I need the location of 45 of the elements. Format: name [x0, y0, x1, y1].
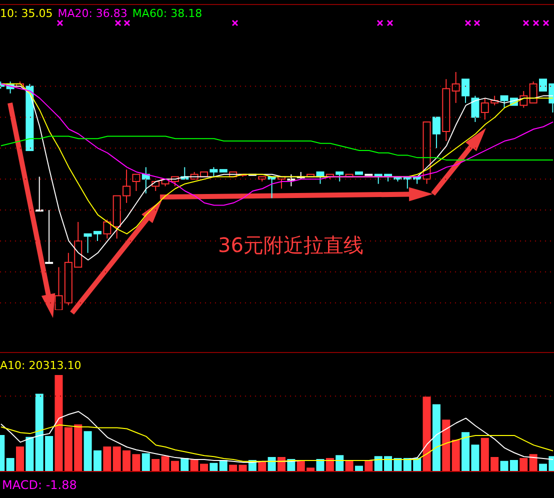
bar: [452, 440, 460, 471]
bar: [103, 446, 112, 471]
candlestick: [103, 219, 112, 240]
bar: [152, 458, 160, 471]
candlestick: [287, 174, 296, 187]
bar: [142, 453, 150, 471]
bar: [442, 420, 450, 471]
bar: [278, 457, 286, 471]
candlestick: [529, 81, 538, 104]
bar: [180, 458, 189, 471]
bar: [258, 462, 266, 471]
text: MA60: 38.18: [132, 7, 202, 20]
candlestick: [35, 176, 44, 212]
bar: [16, 446, 24, 471]
bar: [54, 375, 63, 471]
bar: [364, 460, 373, 471]
bar: [520, 458, 528, 471]
candlestick: [471, 95, 480, 122]
annotation: 36元附近拉直线: [218, 232, 364, 259]
candlestick: [45, 210, 54, 264]
bar: [354, 466, 363, 471]
bar: [268, 457, 276, 471]
bar: [326, 458, 334, 471]
bar: [26, 436, 34, 471]
bar: [316, 458, 324, 471]
bar: [432, 404, 440, 471]
candlestick: [210, 166, 218, 178]
candlestick: [54, 266, 63, 310]
bar: [336, 455, 344, 471]
bar: [345, 460, 354, 471]
text: A10: 20313.10: [0, 359, 82, 372]
text: MACD: -1.88: [2, 478, 77, 492]
candlestick: [432, 116, 440, 149]
candlestick: [336, 171, 344, 182]
bar: [210, 462, 218, 471]
bar: [229, 464, 238, 471]
text: MA20: 36.83: [58, 7, 128, 20]
bar: [529, 454, 538, 471]
candlestick: [132, 174, 140, 192]
text: 10: 35.05: [0, 7, 53, 20]
bar: [219, 460, 228, 471]
candlestick: [452, 72, 460, 104]
candlestick: [462, 78, 470, 104]
bar: [238, 464, 247, 471]
bar: [422, 396, 431, 471]
